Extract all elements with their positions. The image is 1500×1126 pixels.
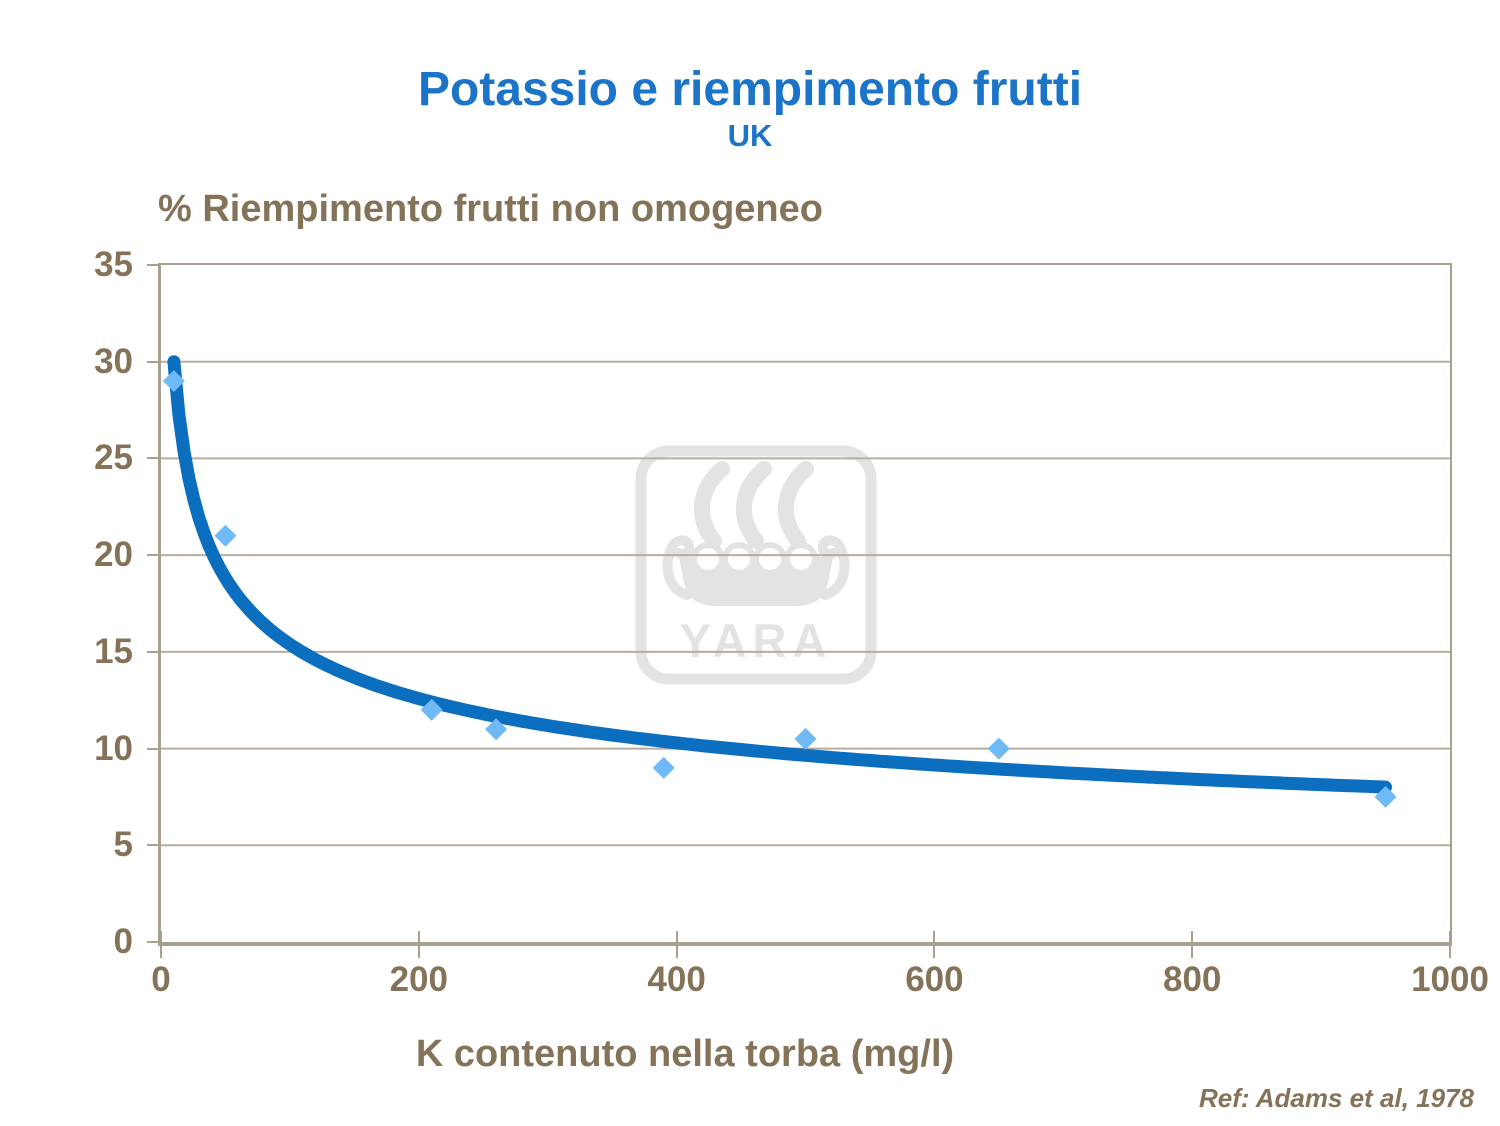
trend-curve (167, 355, 1392, 794)
y-tick-label: 15 (94, 631, 133, 671)
reference-text: Ref: Adams et al, 1978 (1198, 1083, 1474, 1113)
data-point-diamond (420, 698, 443, 721)
x-tick-mark (417, 931, 420, 958)
plot-area: YARA (158, 263, 1452, 946)
y-tick-label: 20 (94, 535, 133, 575)
watermark-wordmark: YARA (680, 614, 833, 667)
x-tick-mark (160, 931, 162, 958)
x-tick-label: 0 (151, 960, 171, 999)
data-point-diamond (987, 737, 1010, 760)
x-tick-mark (675, 931, 678, 958)
watermark-sails-icon (693, 461, 814, 549)
data-point-diamond (162, 370, 185, 393)
y-tick-label: 0 (113, 922, 133, 961)
y-tick-label: 10 (94, 728, 133, 768)
chart-subtitle: UK (727, 118, 773, 153)
data-points (162, 370, 1397, 808)
y-tick-mark (147, 941, 161, 943)
gridlines (161, 360, 1450, 847)
chart-canvas: YARA (161, 355, 1450, 847)
y-tick-mark (147, 264, 161, 266)
x-tick-mark (1191, 931, 1194, 958)
data-point-diamond (485, 718, 508, 741)
y-tick-label: 35 (94, 245, 133, 284)
data-point-diamond (1374, 785, 1397, 808)
x-tick-label: 1000 (1411, 960, 1489, 999)
x-tick-label: 200 (389, 960, 448, 999)
y-tick-label: 30 (94, 341, 133, 381)
x-tick-mark (1449, 931, 1451, 958)
y-tick-mark (147, 554, 161, 557)
viking-ship-icon (662, 535, 850, 606)
trend-line (167, 355, 1392, 794)
y-tick-mark (147, 457, 161, 460)
data-point-diamond (794, 727, 817, 750)
x-tick-label: 600 (905, 960, 964, 999)
y-tick-mark (147, 747, 161, 750)
y-tick-mark (147, 844, 161, 847)
y-tick-label: 5 (113, 825, 133, 865)
x-tick-mark (933, 931, 936, 958)
chart-title: Potassio e riempimento frutti (417, 63, 1083, 116)
x-tick-label: 800 (1162, 960, 1222, 999)
yara-watermark-logo: YARA (635, 445, 877, 685)
x-tick-label: 400 (647, 960, 706, 999)
data-point-diamond (214, 524, 237, 547)
y-axis-title: % Riempimento frutti non omogeneo (158, 188, 823, 230)
watermark-frame (635, 445, 877, 685)
y-tick-mark (147, 360, 161, 363)
y-tick-label: 25 (94, 438, 133, 478)
x-axis-title: K contenuto nella torba (mg/l) (415, 1033, 955, 1075)
y-tick-mark (147, 650, 161, 653)
data-point-diamond (652, 756, 675, 779)
